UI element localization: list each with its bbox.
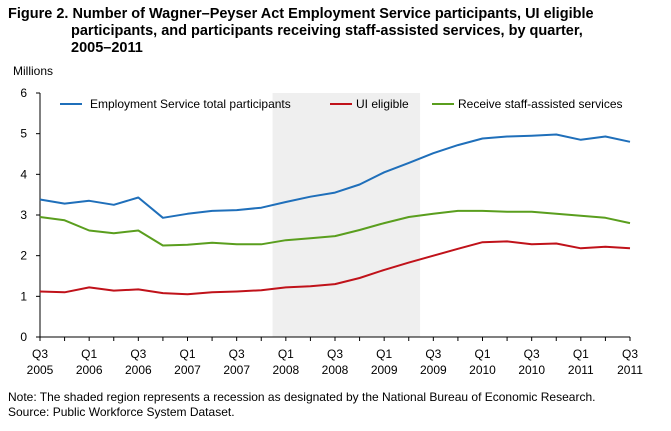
legend-label-3: Receive staff-assisted services	[458, 97, 623, 111]
y-axis-unit-label: Millions	[13, 64, 54, 78]
x-tick-label-year: 2011	[568, 363, 594, 377]
x-tick-label-year: 2009	[420, 363, 447, 377]
x-tick-label-year: 2006	[125, 363, 152, 377]
y-tick-label: 4	[20, 167, 27, 181]
x-tick-label-year: 2008	[272, 363, 299, 377]
x-tick-label-quarter: Q1	[573, 347, 589, 361]
x-tick-label-quarter: Q3	[229, 347, 245, 361]
y-tick-label: 0	[20, 330, 27, 344]
y-tick-label: 5	[20, 127, 27, 141]
figure-title-line3: 2005–2011	[71, 40, 143, 56]
figure-title-prefix: Figure 2.	[8, 6, 69, 22]
x-tick-label-year: 2010	[469, 363, 496, 377]
x-tick-label-quarter: Q1	[81, 347, 97, 361]
x-tick-label-year: 2007	[174, 363, 201, 377]
x-tick-label-quarter: Q3	[32, 347, 48, 361]
figure-title-line1: Number of Wagner–Peyser Act Employment S…	[72, 6, 594, 22]
x-tick-label-quarter: Q1	[179, 347, 195, 361]
x-tick-label-year: 2006	[76, 363, 103, 377]
x-tick-label-year: 2011	[617, 363, 643, 377]
x-tick-label-quarter: Q3	[524, 347, 540, 361]
y-tick-label: 2	[20, 249, 27, 263]
series-line-2	[39, 240, 631, 296]
series-line-3	[39, 209, 631, 247]
x-tick-label-year: 2007	[223, 363, 250, 377]
figure-title: Figure 2. Number of Wagner–Peyser Act Em…	[8, 6, 658, 57]
legend-label-1: Employment Service total participants	[90, 97, 291, 111]
recession-shading	[272, 93, 421, 337]
figure-source: Source: Public Workforce System Dataset.	[8, 405, 235, 419]
x-tick-label-quarter: Q3	[425, 347, 441, 361]
y-tick-label: 1	[20, 289, 27, 303]
x-tick-label-quarter: Q1	[474, 347, 490, 361]
x-tick-label-quarter: Q1	[376, 347, 392, 361]
x-tick-label-year: 2009	[371, 363, 398, 377]
y-tick-label: 6	[20, 86, 27, 100]
x-tick-label-quarter: Q3	[130, 347, 146, 361]
x-tick-label-year: 2008	[322, 363, 349, 377]
x-tick-label-year: 2010	[518, 363, 545, 377]
y-tick-label: 3	[20, 208, 27, 222]
series-line-1	[39, 133, 631, 219]
x-tick-label-quarter: Q3	[622, 347, 638, 361]
x-tick-label-quarter: Q3	[327, 347, 343, 361]
legend-label-2: UI eligible	[356, 97, 409, 111]
x-tick-label-year: 2005	[27, 363, 54, 377]
x-tick-label-quarter: Q1	[278, 347, 294, 361]
figure-notes: Note: The shaded region represents a rec…	[8, 390, 595, 420]
figure-note: Note: The shaded region represents a rec…	[8, 390, 596, 404]
figure-title-line2: participants, and participants receiving…	[71, 23, 583, 39]
